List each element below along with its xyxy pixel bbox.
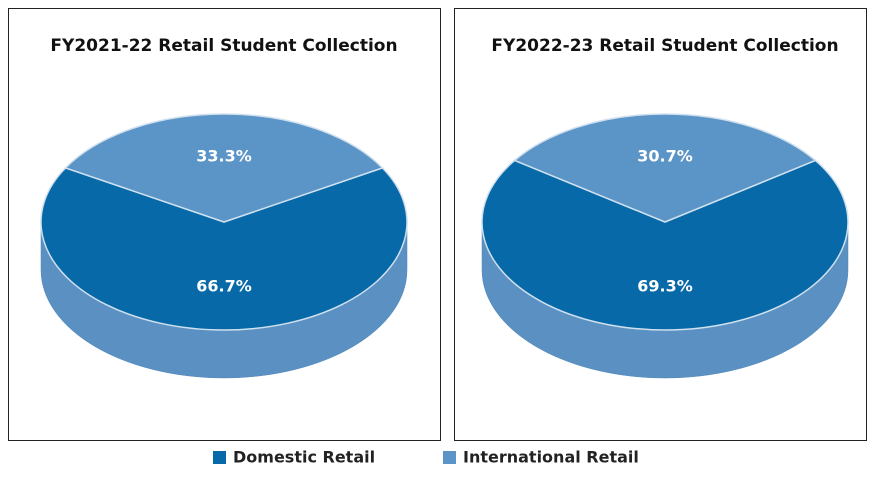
panel-frame <box>454 8 867 441</box>
pie-slice <box>64 113 384 223</box>
panel-frame <box>8 8 441 441</box>
slice-label: 66.7% <box>196 276 252 295</box>
chart-title: FY2021-22 Retail Student Collection <box>50 36 397 56</box>
pie-slice <box>513 113 817 223</box>
legend-label: Domestic Retail <box>233 448 375 467</box>
legend-swatch <box>443 451 456 464</box>
slice-label: 30.7% <box>637 147 693 166</box>
legend-swatch <box>213 451 226 464</box>
slice-label: 69.3% <box>637 276 693 295</box>
chart-title: FY2022-23 Retail Student Collection <box>491 36 838 56</box>
pie-slice <box>481 159 849 331</box>
legend-label: International Retail <box>463 448 639 467</box>
pie-slice <box>40 167 408 331</box>
slice-label: 33.3% <box>196 147 252 166</box>
